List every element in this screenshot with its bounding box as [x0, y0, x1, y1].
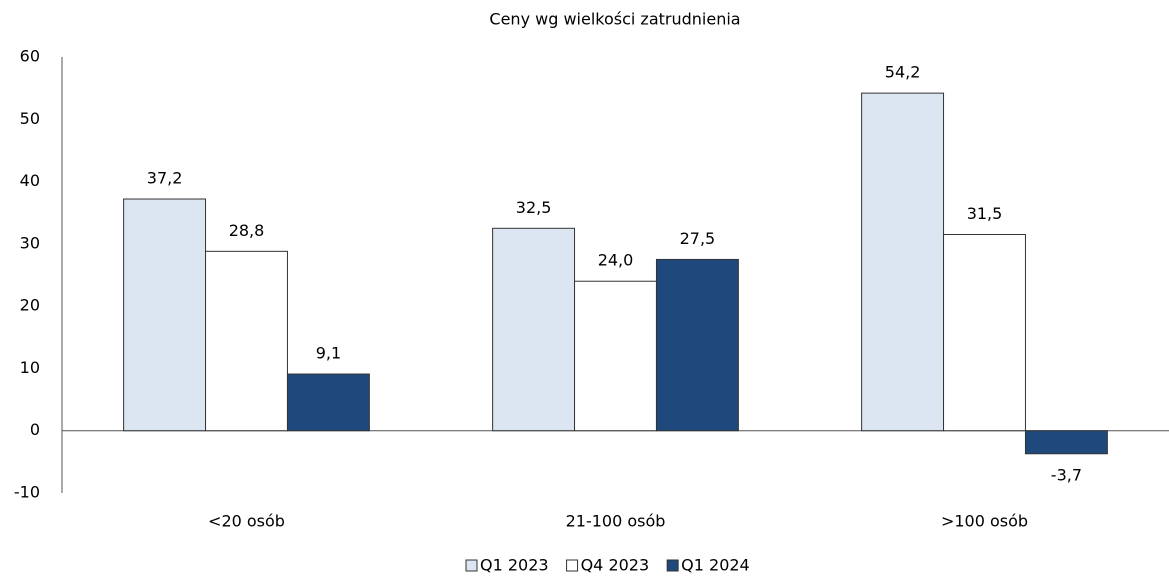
x-tick-label: 21-100 osób — [566, 512, 666, 531]
bar — [492, 227, 576, 432]
legend-label: Q1 2023 — [480, 556, 549, 575]
value-label: 24,0 — [598, 251, 634, 270]
bar — [286, 373, 370, 432]
bar — [943, 234, 1026, 432]
legend-swatch — [666, 559, 679, 572]
y-tick-label: 0 — [30, 420, 40, 439]
y-tick-label: 60 — [20, 47, 40, 66]
legend-label: Q1 2024 — [681, 556, 750, 575]
bar — [861, 92, 945, 432]
y-tick-label: -10 — [14, 483, 40, 502]
legend-swatch — [465, 559, 478, 572]
value-label: 54,2 — [885, 63, 921, 82]
value-label: 27,5 — [680, 229, 716, 248]
legend-label: Q4 2023 — [581, 556, 650, 575]
x-tick-label: >100 osób — [941, 512, 1028, 531]
x-tick-label: <20 osób — [208, 512, 285, 531]
value-label: 9,1 — [316, 344, 341, 363]
y-tick-label: 50 — [20, 109, 40, 128]
bar — [1024, 430, 1108, 455]
bar — [655, 258, 739, 432]
value-label: 32,5 — [516, 198, 552, 217]
value-label: 31,5 — [967, 204, 1003, 223]
bar — [205, 250, 288, 432]
y-tick-label: 10 — [20, 358, 40, 377]
bar — [574, 280, 657, 432]
y-tick-label: 20 — [20, 296, 40, 315]
bar — [123, 198, 207, 432]
legend-swatch — [566, 559, 579, 572]
y-tick-label: 30 — [20, 233, 40, 252]
value-label: 37,2 — [147, 169, 183, 188]
value-label: 28,8 — [229, 221, 265, 240]
chart-title: Ceny wg wielkości zatrudnienia — [489, 10, 740, 29]
value-label: -3,7 — [1051, 465, 1082, 484]
y-tick-label: 40 — [20, 171, 40, 190]
